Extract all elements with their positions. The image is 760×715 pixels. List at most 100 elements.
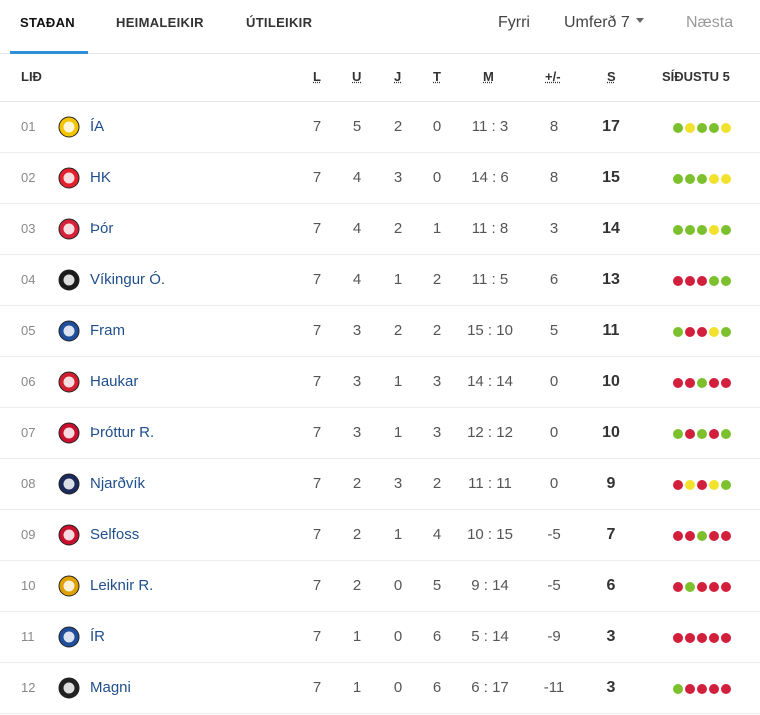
table-row[interactable]: 05 Fram 7 3 2 2 15 : 10 5 11: [0, 306, 760, 357]
stat-lost: 4: [432, 526, 442, 543]
stat-won: 1: [352, 628, 362, 645]
last-five-form: [673, 531, 733, 541]
header-last5: SÍÐUSTU 5: [662, 69, 730, 84]
stat-played: 7: [312, 118, 322, 135]
table-row[interactable]: 01 ÍA 7 5 2 0 11 : 3 8 17: [0, 102, 760, 153]
leiknir-logo-icon: [58, 575, 80, 597]
team-name-link[interactable]: Leiknir R.: [90, 577, 154, 594]
stat-lost: 0: [432, 169, 442, 186]
header-points[interactable]: S: [607, 69, 616, 84]
table-row[interactable]: 08 Njarðvík 7 2 3 2 11 : 11 0 9: [0, 459, 760, 510]
stat-lost: 5: [432, 577, 442, 594]
win-dot: [697, 531, 707, 541]
tab-away-games[interactable]: ÚTILEIKIR: [246, 15, 313, 30]
table-row[interactable]: 03 Þór 7 4 2 1 11 : 8 3 14: [0, 204, 760, 255]
draw-dot: [685, 480, 695, 490]
stat-won: 3: [352, 424, 362, 441]
team-name-link[interactable]: HK: [90, 169, 111, 186]
hk-logo-icon: [58, 167, 80, 189]
table-row[interactable]: 09 Selfoss 7 2 1 4 10 : 15 -5 7: [0, 510, 760, 561]
stat-won: 3: [352, 322, 362, 339]
tab-standings[interactable]: STAÐAN: [20, 15, 75, 30]
position: 09: [21, 527, 36, 542]
stat-played: 7: [312, 169, 322, 186]
loss-dot: [673, 531, 683, 541]
position: 12: [21, 680, 36, 695]
stat-won: 2: [352, 577, 362, 594]
stat-points: 10: [602, 373, 620, 390]
position: 03: [21, 221, 36, 236]
last-five-form: [673, 174, 733, 184]
loss-dot: [709, 429, 719, 439]
table-row[interactable]: 07 Þróttur R. 7 3 1 3 12 : 12 0 10: [0, 408, 760, 459]
stat-played: 7: [312, 322, 322, 339]
stat-points: 13: [602, 271, 620, 288]
draw-dot: [721, 174, 731, 184]
team-name-link[interactable]: ÍA: [90, 118, 105, 135]
stat-played: 7: [312, 475, 322, 492]
table-row[interactable]: 04 Víkingur Ó. 7 4 1 2 11 : 5 6 13: [0, 255, 760, 306]
last-five-form: [673, 429, 733, 439]
position: 10: [21, 578, 36, 593]
team-name-link[interactable]: Selfoss: [90, 526, 140, 543]
team-name-link[interactable]: Magni: [90, 679, 131, 696]
stat-goals: 14 : 6: [471, 169, 509, 186]
selfoss-logo-icon: [58, 524, 80, 546]
stat-played: 7: [312, 373, 322, 390]
table-row[interactable]: 11 ÍR 7 1 0 6 5 : 14 -9 3: [0, 612, 760, 663]
header-draw[interactable]: J: [394, 69, 402, 84]
stat-points: 3: [606, 679, 616, 696]
loss-dot: [721, 531, 731, 541]
team-name-link[interactable]: Fram: [90, 322, 125, 339]
table-row[interactable]: 10 Leiknir R. 7 2 0 5 9 : 14 -5 6: [0, 561, 760, 612]
haukar-logo-icon: [58, 371, 80, 393]
fram-logo-icon: [58, 320, 80, 342]
loss-dot: [709, 633, 719, 643]
team-name-link[interactable]: Þróttur R.: [90, 424, 155, 441]
draw-dot: [709, 480, 719, 490]
next-round-button[interactable]: Næsta: [686, 14, 734, 31]
round-selector[interactable]: Umferð 7: [564, 0, 644, 46]
stat-draw: 1: [393, 424, 403, 441]
win-dot: [709, 123, 719, 133]
header-won[interactable]: U: [352, 69, 362, 84]
stat-diff: -9: [547, 628, 561, 645]
position: 04: [21, 272, 36, 287]
tab-home-games[interactable]: HEIMALEIKIR: [116, 15, 204, 30]
header-team: LIÐ: [21, 69, 42, 84]
chevron-down-icon: [635, 18, 644, 24]
stat-draw: 1: [393, 526, 403, 543]
last-five-form: [673, 378, 733, 388]
win-dot: [697, 378, 707, 388]
last-five-form: [673, 582, 733, 592]
team-name-link[interactable]: Víkingur Ó.: [90, 271, 166, 288]
stat-diff: 3: [549, 220, 559, 237]
stat-won: 5: [352, 118, 362, 135]
table-row[interactable]: 06 Haukar 7 3 1 3 14 : 14 0 10: [0, 357, 760, 408]
header-played[interactable]: L: [313, 69, 321, 84]
draw-dot: [685, 123, 695, 133]
stat-draw: 2: [393, 118, 403, 135]
last-five-form: [673, 123, 733, 133]
stat-draw: 0: [393, 679, 403, 696]
stat-points: 6: [606, 577, 616, 594]
team-name-link[interactable]: Njarðvík: [90, 475, 146, 492]
position: 02: [21, 170, 36, 185]
stat-points: 9: [606, 475, 616, 492]
stat-points: 10: [602, 424, 620, 441]
team-name-link[interactable]: Haukar: [90, 373, 139, 390]
loss-dot: [697, 684, 707, 694]
team-name-link[interactable]: Þór: [90, 220, 114, 237]
win-dot: [697, 225, 707, 235]
loss-dot: [685, 633, 695, 643]
prev-round-button[interactable]: Fyrri: [498, 14, 530, 31]
loss-dot: [709, 582, 719, 592]
table-row[interactable]: 02 HK 7 4 3 0 14 : 6 8 15: [0, 153, 760, 204]
header-diff[interactable]: +/-: [545, 69, 561, 84]
team-name-link[interactable]: ÍR: [90, 628, 105, 645]
stat-draw: 0: [393, 577, 403, 594]
header-lost[interactable]: T: [433, 69, 441, 84]
stat-won: 4: [352, 220, 362, 237]
table-row[interactable]: 12 Magni 7 1 0 6 6 : 17 -11 3: [0, 663, 760, 714]
header-goals[interactable]: M: [483, 69, 494, 84]
